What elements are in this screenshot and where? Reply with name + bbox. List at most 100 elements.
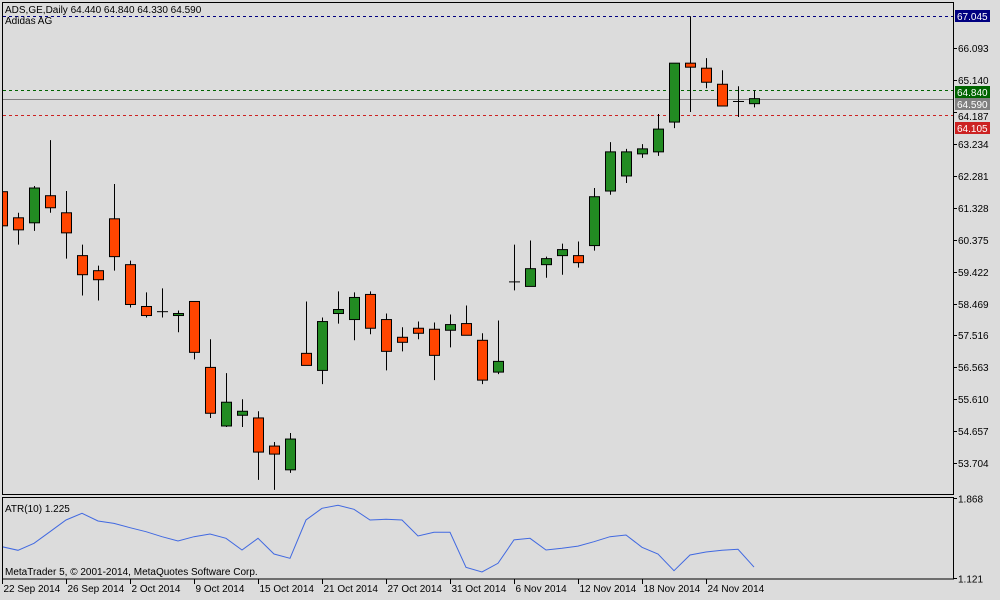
- price-tick-label: 59.422: [958, 268, 989, 279]
- bear-candle-body: [685, 62, 696, 68]
- bear-candle-body: [45, 195, 56, 209]
- candle[interactable]: [221, 373, 232, 427]
- bull-candle-body: [221, 401, 232, 427]
- bear-candle-body: [61, 212, 72, 234]
- candle[interactable]: [0, 189, 8, 230]
- candle[interactable]: [189, 300, 200, 360]
- candle[interactable]: [621, 148, 632, 183]
- candle[interactable]: [317, 317, 328, 385]
- time-tick-label: 2 Oct 2014: [132, 584, 181, 595]
- candle[interactable]: [445, 314, 456, 348]
- candle[interactable]: [429, 322, 440, 381]
- candle[interactable]: [557, 243, 568, 275]
- candle[interactable]: [349, 292, 360, 341]
- candle[interactable]: [333, 291, 344, 324]
- price-label: 64.840: [957, 88, 988, 99]
- candle[interactable]: [669, 62, 680, 129]
- price-label-box: [955, 98, 990, 110]
- candle[interactable]: [77, 244, 88, 296]
- bull-candle-body: [541, 258, 552, 266]
- candle[interactable]: [397, 327, 408, 352]
- candle[interactable]: [653, 114, 664, 156]
- atr-tick-label: 1.121: [958, 575, 983, 586]
- candle[interactable]: [701, 58, 712, 89]
- bear-candle-body: [205, 366, 216, 414]
- bear-candle-body: [573, 255, 584, 264]
- candle[interactable]: [173, 310, 184, 333]
- time-tick-label: 12 Nov 2014: [580, 584, 637, 595]
- bear-candle-body: [413, 327, 424, 334]
- candle[interactable]: [477, 333, 488, 385]
- price-tick-label: 53.704: [958, 459, 989, 470]
- bear-candle-body: [141, 305, 152, 317]
- bear-candle-body: [93, 270, 104, 281]
- bull-candle-body: [445, 324, 456, 331]
- candle[interactable]: [525, 240, 536, 287]
- bull-candle-body: [493, 360, 504, 373]
- candle[interactable]: [717, 70, 728, 107]
- candle[interactable]: [493, 320, 504, 375]
- bear-candle-body: [3, 191, 8, 227]
- symbol-info: ADS,GE,Daily 64.440 64.840 64.330 64.590: [5, 5, 202, 16]
- bull-candle-body: [349, 296, 360, 321]
- price-label: 64.105: [957, 124, 988, 135]
- atr-axis: 1.868 1.121: [953, 495, 983, 586]
- candle[interactable]: [45, 140, 56, 213]
- candle[interactable]: [269, 442, 280, 490]
- copyright-text: MetaTrader 5, © 2001-2014, MetaQuotes So…: [5, 567, 258, 578]
- candle[interactable]: [733, 86, 744, 118]
- candle[interactable]: [237, 399, 248, 427]
- price-label: 67.045: [957, 12, 988, 23]
- bull-candle-body: [29, 187, 40, 224]
- bear-candle-body: [717, 83, 728, 107]
- candles[interactable]: [0, 16, 760, 490]
- candle[interactable]: [381, 313, 392, 371]
- candle[interactable]: [413, 321, 424, 340]
- bull-candle-body: [333, 309, 344, 315]
- time-axis: 22 Sep 2014 26 Sep 2014 2 Oct 2014 9 Oct 20…: [2, 579, 765, 595]
- time-tick-label: 27 Oct 2014: [388, 584, 443, 595]
- time-tick-label: 6 Nov 2014: [516, 584, 568, 595]
- bear-candle-body: [269, 445, 280, 455]
- bull-candle-body: [285, 438, 296, 471]
- bear-candle-body: [13, 217, 24, 231]
- candle[interactable]: [61, 191, 72, 259]
- candle[interactable]: [29, 186, 40, 231]
- price-tick-label: 63.234: [958, 140, 989, 151]
- candle[interactable]: [205, 339, 216, 418]
- price-axis: 67.045 66.093 65.14064.84064.59064.18764.1…: [953, 10, 990, 470]
- bull-candle-body: [589, 196, 600, 247]
- candle[interactable]: [589, 188, 600, 251]
- price-tick-label: 62.281: [958, 172, 989, 183]
- candle[interactable]: [125, 260, 136, 308]
- bull-candle-body: [237, 410, 248, 416]
- candle[interactable]: [541, 256, 552, 278]
- candle[interactable]: [749, 90, 760, 108]
- price-tick-label: 61.328: [958, 204, 989, 215]
- atr-tick-label: 1.868: [958, 495, 983, 506]
- bull-candle-body: [605, 151, 616, 192]
- candle[interactable]: [301, 301, 312, 366]
- price-tick-label: 60.375: [958, 236, 989, 247]
- candle[interactable]: [13, 212, 24, 245]
- candle[interactable]: [285, 433, 296, 473]
- candle[interactable]: [365, 291, 376, 335]
- candle[interactable]: [573, 241, 584, 268]
- candle[interactable]: [93, 265, 104, 301]
- time-tick-label: 15 Oct 2014: [260, 584, 315, 595]
- candle[interactable]: [685, 16, 696, 113]
- bear-candle-body: [189, 300, 200, 353]
- candle[interactable]: [605, 142, 616, 195]
- candle[interactable]: [461, 305, 472, 336]
- candle[interactable]: [109, 183, 120, 271]
- bear-candle-body: [477, 339, 488, 381]
- candle[interactable]: [141, 292, 152, 318]
- time-tick-label: 18 Nov 2014: [644, 584, 701, 595]
- time-tick-label: 31 Oct 2014: [452, 584, 507, 595]
- candle[interactable]: [253, 411, 264, 480]
- candle[interactable]: [509, 244, 520, 291]
- candle[interactable]: [637, 144, 648, 158]
- bear-candle-body: [109, 218, 120, 258]
- candle[interactable]: [157, 288, 168, 318]
